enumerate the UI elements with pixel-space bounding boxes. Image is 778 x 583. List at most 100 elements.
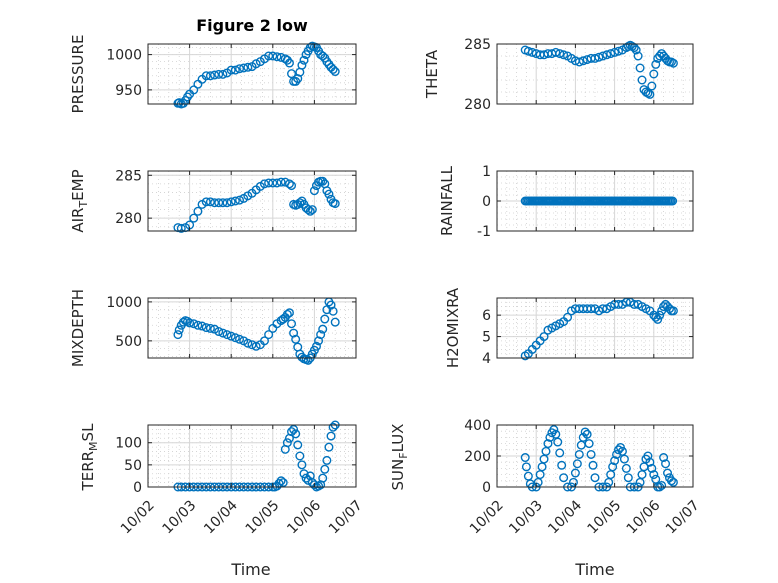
data-point [574, 57, 584, 67]
series-markers [520, 297, 678, 361]
panel-air-temp: 280 285 AIRTEMP [69, 168, 357, 233]
data-point [649, 69, 659, 79]
data-point [320, 464, 330, 474]
data-point [272, 178, 282, 188]
data-point [661, 459, 671, 469]
data-point [659, 302, 669, 312]
data-point [303, 205, 313, 215]
data-point [243, 62, 253, 72]
data-point [318, 324, 328, 334]
data-point [580, 427, 590, 437]
data-point [193, 320, 203, 330]
data-point [598, 51, 608, 61]
series-markers [520, 196, 678, 206]
data-point [668, 58, 678, 68]
x-tick-label: 10/06 [624, 497, 664, 537]
data-point [653, 314, 663, 324]
ylabel-air-temp: AIRTEMP [69, 169, 90, 232]
data-point [264, 51, 274, 61]
data-point [586, 304, 596, 314]
data-point [663, 56, 673, 66]
data-point [289, 424, 299, 434]
data-point [239, 63, 249, 73]
x-tick-label: 10/05 [585, 497, 625, 537]
x-tick-label: 10/04 [545, 497, 585, 537]
data-point [322, 455, 332, 465]
axes-box [496, 43, 694, 105]
ylabel-theta: THETA [423, 49, 441, 99]
data-point [598, 304, 608, 314]
data-point [629, 299, 639, 309]
data-point [608, 462, 618, 472]
data-point [655, 310, 665, 320]
data-point [309, 186, 319, 196]
data-point [574, 449, 584, 459]
data-point [284, 58, 294, 68]
y-tick-label: -1 [477, 224, 491, 240]
data-point [218, 328, 228, 338]
y-tick-label: 280 [464, 97, 491, 113]
data-point [193, 206, 203, 216]
y-tick-label: 285 [464, 37, 491, 53]
data-point [555, 448, 565, 458]
xlabel-right: Time [574, 560, 614, 579]
data-point [557, 460, 567, 470]
data-point [553, 437, 563, 447]
data-point [533, 477, 543, 487]
data-point [214, 327, 224, 337]
data-point [576, 440, 586, 450]
data-point [218, 198, 228, 208]
ylabel-rainfall: RAINFALL [438, 165, 456, 236]
x-tick-label: 10/06 [284, 497, 324, 537]
data-point [205, 197, 215, 207]
y-tick-label: 5 [482, 330, 491, 346]
y-tick-label: 4 [482, 351, 491, 367]
y-tick-label: 1000 [106, 48, 142, 64]
data-point [619, 454, 629, 464]
panel-terr-msl: 0 50 100 10/02 10/03 10/04 10/05 10/06 10/07 TER… [79, 420, 366, 537]
data-point [631, 45, 641, 55]
data-point [614, 299, 624, 309]
x-tick-label: 10/02 [118, 497, 158, 537]
data-point [582, 429, 592, 439]
data-point [643, 451, 653, 461]
ylabel-h2omixra: H2OMIXRA [444, 287, 462, 368]
panel-theta: 280 285 THETA [423, 37, 694, 113]
data-point [590, 53, 600, 63]
data-point [324, 442, 334, 452]
data-point [222, 330, 232, 340]
data-point [235, 334, 245, 344]
data-point [295, 198, 305, 208]
data-point [189, 85, 199, 95]
data-point [268, 51, 278, 61]
data-point [210, 70, 220, 80]
axes-box [147, 424, 357, 488]
data-point [328, 306, 338, 316]
y-tick-label: 1 [482, 164, 491, 180]
data-point [527, 47, 537, 57]
data-point [272, 52, 282, 62]
data-point [287, 319, 297, 329]
data-point [572, 459, 582, 469]
data-point [657, 480, 667, 490]
data-point [247, 340, 257, 350]
data-point [549, 425, 559, 435]
data-point [305, 206, 315, 216]
data-point [520, 453, 530, 463]
data-point [243, 338, 253, 348]
data-point [276, 476, 286, 486]
data-point [295, 451, 305, 461]
data-point [614, 46, 624, 56]
data-point [201, 71, 211, 81]
data-point [210, 198, 220, 208]
data-point [226, 197, 236, 207]
data-point [299, 55, 309, 65]
x-tick-label: 10/02 [467, 497, 507, 537]
data-point [330, 67, 340, 77]
data-point [643, 88, 653, 98]
data-point [602, 50, 612, 60]
data-point [668, 477, 678, 487]
data-point [668, 306, 678, 316]
data-point [287, 181, 297, 191]
